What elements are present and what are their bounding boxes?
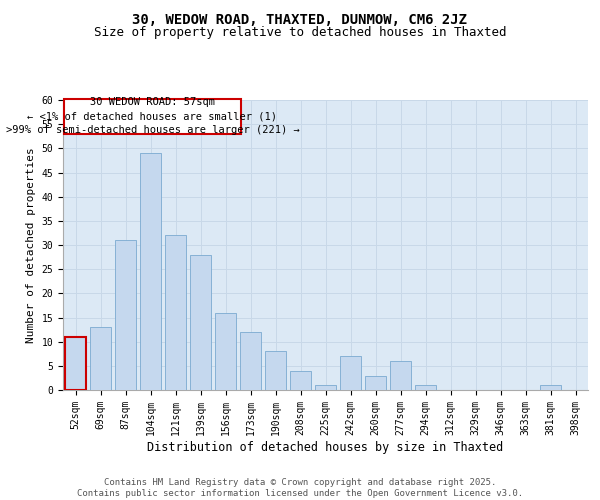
Bar <box>165 236 186 390</box>
Bar <box>215 312 236 390</box>
Text: 30, WEDOW ROAD, THAXTED, DUNMOW, CM6 2JZ: 30, WEDOW ROAD, THAXTED, DUNMOW, CM6 2JZ <box>133 12 467 26</box>
Bar <box>90 327 111 390</box>
Bar <box>115 240 136 390</box>
Bar <box>290 370 311 390</box>
Text: Size of property relative to detached houses in Thaxted: Size of property relative to detached ho… <box>94 26 506 39</box>
Bar <box>390 361 411 390</box>
Bar <box>540 385 561 390</box>
Y-axis label: Number of detached properties: Number of detached properties <box>26 147 36 343</box>
Bar <box>240 332 261 390</box>
Text: 30 WEDOW ROAD: 57sqm
← <1% of detached houses are smaller (1)
>99% of semi-detac: 30 WEDOW ROAD: 57sqm ← <1% of detached h… <box>5 98 299 136</box>
Bar <box>315 385 336 390</box>
Bar <box>340 356 361 390</box>
Bar <box>265 352 286 390</box>
Bar <box>140 153 161 390</box>
X-axis label: Distribution of detached houses by size in Thaxted: Distribution of detached houses by size … <box>148 440 503 454</box>
Bar <box>65 337 86 390</box>
Bar <box>365 376 386 390</box>
Bar <box>415 385 436 390</box>
Bar <box>190 254 211 390</box>
Text: Contains HM Land Registry data © Crown copyright and database right 2025.
Contai: Contains HM Land Registry data © Crown c… <box>77 478 523 498</box>
FancyBboxPatch shape <box>64 99 241 134</box>
